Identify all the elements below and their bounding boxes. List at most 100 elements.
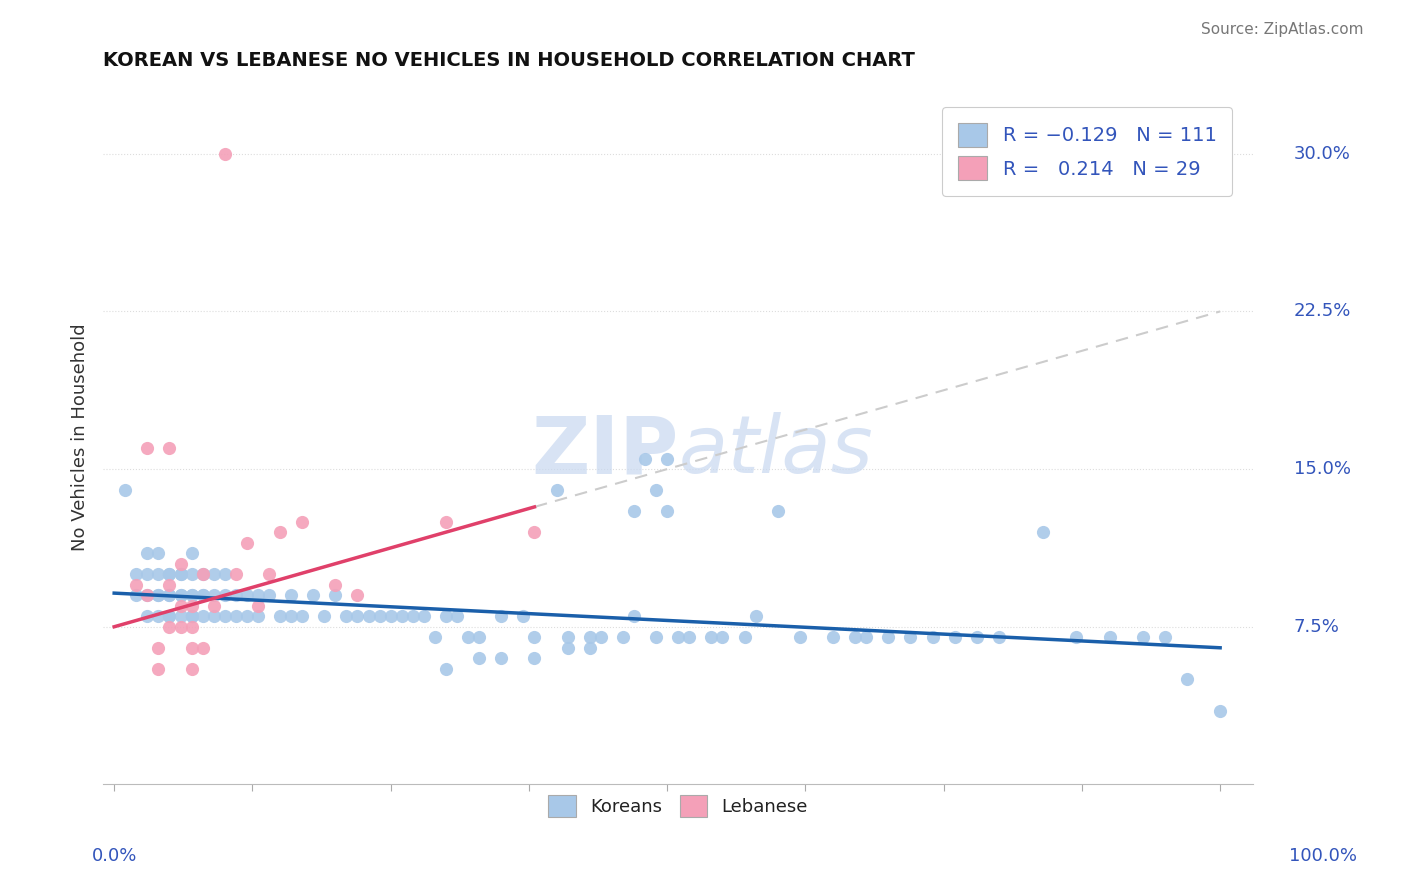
Point xyxy=(700,630,723,644)
Point xyxy=(136,441,159,455)
Point xyxy=(169,599,191,613)
Text: atlas: atlas xyxy=(678,412,873,491)
Point xyxy=(136,567,159,582)
Point xyxy=(169,620,191,634)
Y-axis label: No Vehicles in Household: No Vehicles in Household xyxy=(72,324,89,551)
Point xyxy=(578,630,600,644)
Point xyxy=(180,588,202,602)
Point xyxy=(1066,630,1088,644)
Point xyxy=(125,588,148,602)
Point xyxy=(148,588,170,602)
Text: ZIP: ZIP xyxy=(531,412,678,491)
Text: 22.5%: 22.5% xyxy=(1294,302,1351,320)
Point xyxy=(191,609,214,624)
Point xyxy=(148,640,170,655)
Point xyxy=(136,588,159,602)
Point xyxy=(557,640,579,655)
Point xyxy=(159,441,181,455)
Point xyxy=(180,588,202,602)
Point xyxy=(159,588,181,602)
Text: 30.0%: 30.0% xyxy=(1294,145,1350,162)
Point xyxy=(257,567,280,582)
Point xyxy=(821,630,844,644)
Point xyxy=(634,451,657,466)
Point xyxy=(159,578,181,592)
Point xyxy=(148,588,170,602)
Point xyxy=(214,588,236,602)
Point xyxy=(546,483,568,497)
Text: 0.0%: 0.0% xyxy=(91,847,136,864)
Point xyxy=(302,588,325,602)
Legend: Koreans, Lebanese: Koreans, Lebanese xyxy=(541,788,815,824)
Point xyxy=(125,567,148,582)
Point xyxy=(943,630,966,644)
Point xyxy=(148,567,170,582)
Point xyxy=(169,567,191,582)
Text: 15.0%: 15.0% xyxy=(1294,460,1351,478)
Text: 7.5%: 7.5% xyxy=(1294,618,1340,636)
Point xyxy=(246,599,269,613)
Point xyxy=(314,609,336,624)
Point xyxy=(523,630,546,644)
Point xyxy=(169,567,191,582)
Point xyxy=(1153,630,1175,644)
Point xyxy=(325,578,347,592)
Point xyxy=(191,567,214,582)
Point xyxy=(180,662,202,676)
Point xyxy=(148,546,170,560)
Point xyxy=(645,483,668,497)
Point xyxy=(423,630,446,644)
Point xyxy=(966,630,988,644)
Point xyxy=(180,620,202,634)
Point xyxy=(236,535,259,549)
Point xyxy=(191,567,214,582)
Point xyxy=(225,588,247,602)
Text: Source: ZipAtlas.com: Source: ZipAtlas.com xyxy=(1201,22,1364,37)
Point xyxy=(346,588,368,602)
Point xyxy=(391,609,413,624)
Point xyxy=(225,567,247,582)
Point xyxy=(180,546,202,560)
Point xyxy=(191,640,214,655)
Point xyxy=(325,588,347,602)
Point xyxy=(491,651,513,665)
Point xyxy=(623,504,645,518)
Point xyxy=(280,609,302,624)
Point xyxy=(136,609,159,624)
Point xyxy=(645,630,668,644)
Point xyxy=(557,630,579,644)
Point xyxy=(169,609,191,624)
Point xyxy=(159,567,181,582)
Point xyxy=(1175,673,1198,687)
Point xyxy=(257,588,280,602)
Point xyxy=(1032,525,1054,540)
Text: 100.0%: 100.0% xyxy=(1289,847,1357,864)
Point xyxy=(125,578,148,592)
Point xyxy=(491,609,513,624)
Point xyxy=(678,630,700,644)
Point xyxy=(191,588,214,602)
Point xyxy=(202,609,225,624)
Point xyxy=(148,662,170,676)
Point xyxy=(711,630,734,644)
Point xyxy=(225,609,247,624)
Point xyxy=(844,630,866,644)
Point xyxy=(159,588,181,602)
Point xyxy=(180,567,202,582)
Point xyxy=(191,588,214,602)
Point xyxy=(412,609,434,624)
Point xyxy=(402,609,425,624)
Point xyxy=(169,588,191,602)
Text: KOREAN VS LEBANESE NO VEHICLES IN HOUSEHOLD CORRELATION CHART: KOREAN VS LEBANESE NO VEHICLES IN HOUSEH… xyxy=(103,51,915,70)
Point xyxy=(789,630,811,644)
Point xyxy=(346,609,368,624)
Point xyxy=(169,557,191,571)
Point xyxy=(434,515,457,529)
Point xyxy=(159,609,181,624)
Point xyxy=(468,630,491,644)
Point xyxy=(236,609,259,624)
Point xyxy=(246,588,269,602)
Point xyxy=(148,609,170,624)
Point xyxy=(136,546,159,560)
Point xyxy=(269,609,291,624)
